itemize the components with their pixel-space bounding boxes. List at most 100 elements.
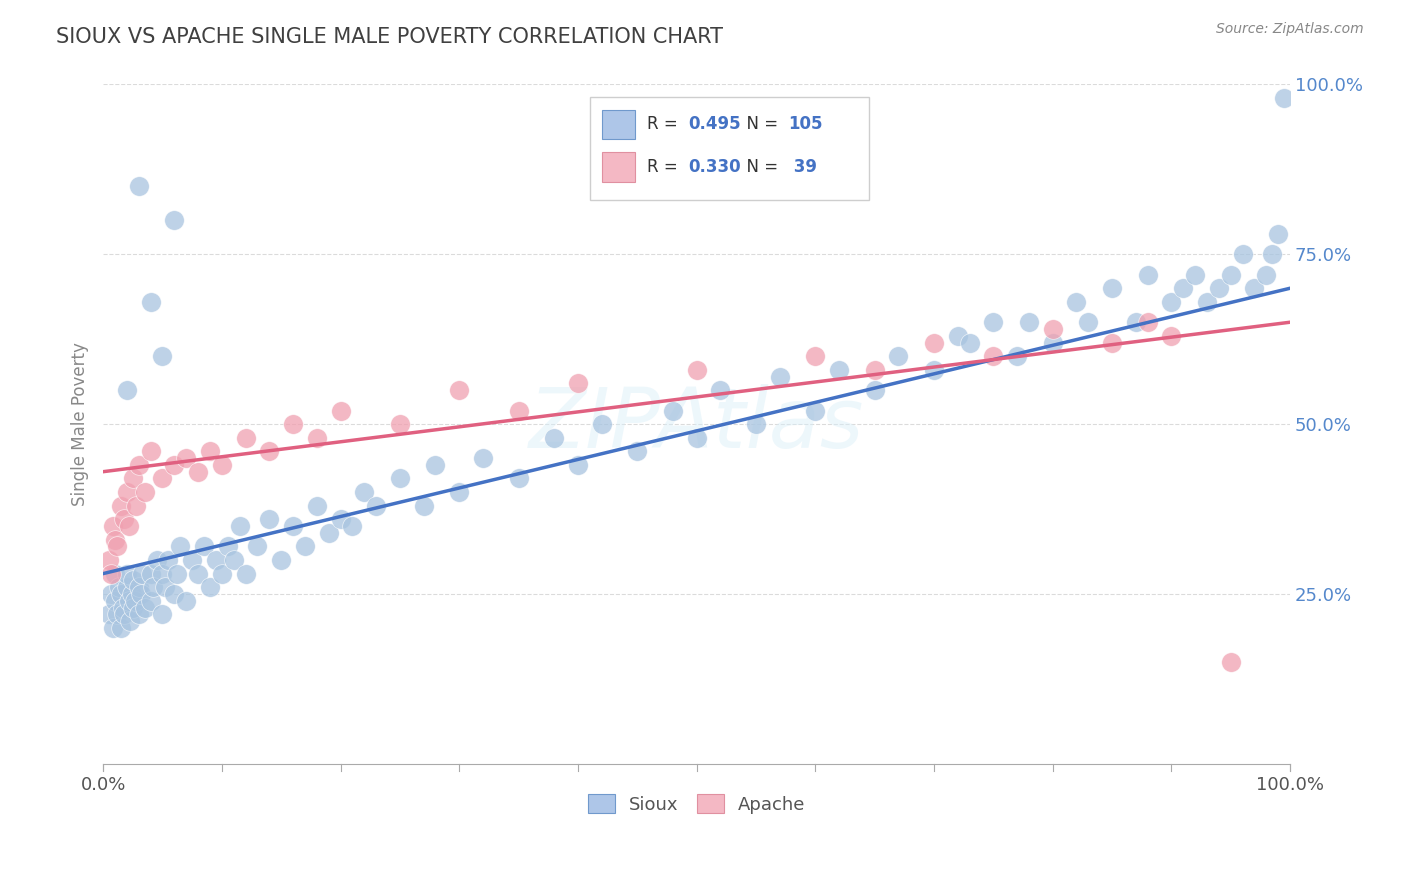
Point	[128, 580, 150, 594]
Point	[1125, 315, 1147, 329]
Point	[121, 600, 143, 615]
Point	[685, 431, 707, 445]
Text: SIOUX VS APACHE SINGLE MALE POVERTY CORRELATION CHART: SIOUX VS APACHE SINGLE MALE POVERTY CORR…	[56, 27, 723, 46]
Point	[259, 512, 281, 526]
Point	[1195, 294, 1218, 309]
Point	[294, 540, 316, 554]
Point	[128, 179, 150, 194]
Point	[449, 383, 471, 397]
Point	[567, 376, 589, 391]
Point	[1101, 281, 1123, 295]
Point	[626, 444, 648, 458]
Point	[318, 525, 340, 540]
FancyBboxPatch shape	[589, 96, 869, 200]
Point	[1136, 268, 1159, 282]
Point	[115, 485, 138, 500]
Point	[1005, 349, 1028, 363]
Point	[205, 553, 228, 567]
Point	[114, 607, 136, 622]
Text: 0.495: 0.495	[689, 115, 741, 133]
Point	[1077, 315, 1099, 329]
Point	[259, 444, 281, 458]
Point	[887, 349, 910, 363]
Point	[1136, 315, 1159, 329]
Point	[139, 566, 162, 581]
Point	[98, 553, 121, 567]
Point	[152, 607, 174, 622]
Point	[169, 540, 191, 554]
Point	[508, 471, 530, 485]
Point	[959, 335, 981, 350]
Point	[388, 417, 411, 431]
Point	[1267, 227, 1289, 241]
Point	[1101, 335, 1123, 350]
Text: N =: N =	[735, 158, 783, 177]
Point	[145, 553, 167, 567]
Point	[128, 607, 150, 622]
Point	[163, 458, 186, 472]
Bar	[602, 110, 636, 139]
Text: 0.330: 0.330	[689, 158, 741, 177]
Point	[104, 594, 127, 608]
Point	[591, 417, 613, 431]
Point	[174, 594, 197, 608]
Point	[353, 485, 375, 500]
Point	[121, 471, 143, 485]
Point	[329, 403, 352, 417]
Point	[120, 614, 142, 628]
Point	[1243, 281, 1265, 295]
Point	[118, 594, 141, 608]
Point	[804, 403, 827, 417]
Point	[342, 519, 364, 533]
Point	[1173, 281, 1195, 295]
Point	[543, 431, 565, 445]
Point	[114, 512, 136, 526]
Point	[115, 580, 138, 594]
Point	[181, 553, 204, 567]
Point	[110, 587, 132, 601]
Point	[163, 587, 186, 601]
Point	[709, 383, 731, 397]
Point	[118, 519, 141, 533]
Point	[235, 431, 257, 445]
Point	[174, 451, 197, 466]
Point	[567, 458, 589, 472]
Point	[124, 594, 146, 608]
Text: R =: R =	[647, 115, 683, 133]
Point	[922, 363, 945, 377]
Point	[112, 600, 135, 615]
Point	[163, 213, 186, 227]
Point	[222, 553, 245, 567]
Point	[110, 499, 132, 513]
Point	[101, 519, 124, 533]
Point	[281, 519, 304, 533]
Point	[152, 471, 174, 485]
Point	[1160, 328, 1182, 343]
Point	[131, 566, 153, 581]
Point	[1261, 247, 1284, 261]
Point	[1160, 294, 1182, 309]
Point	[105, 607, 128, 622]
Point	[157, 553, 180, 567]
Point	[745, 417, 768, 431]
Point	[1066, 294, 1088, 309]
Text: 39: 39	[787, 158, 817, 177]
Point	[104, 533, 127, 547]
Point	[1042, 335, 1064, 350]
Point	[134, 485, 156, 500]
Point	[246, 540, 269, 554]
Point	[769, 369, 792, 384]
Text: R =: R =	[647, 158, 683, 177]
Point	[115, 383, 138, 397]
Text: Source: ZipAtlas.com: Source: ZipAtlas.com	[1216, 22, 1364, 37]
Point	[198, 444, 221, 458]
Point	[508, 403, 530, 417]
Point	[863, 363, 886, 377]
Point	[105, 540, 128, 554]
Point	[981, 349, 1004, 363]
Point	[187, 566, 209, 581]
Point	[1256, 268, 1278, 282]
Point	[152, 566, 174, 581]
Point	[166, 566, 188, 581]
Point	[235, 566, 257, 581]
